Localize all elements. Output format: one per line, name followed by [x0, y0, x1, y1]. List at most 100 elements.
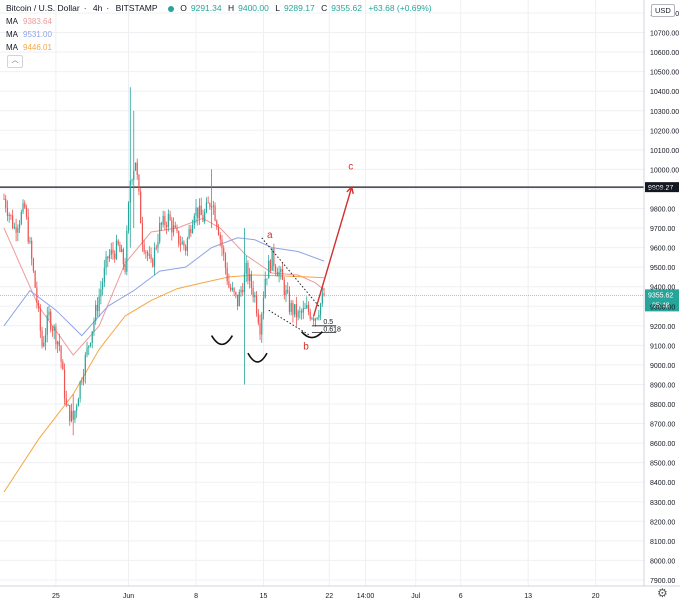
horizontal-line[interactable]: 9909.27 [0, 182, 679, 193]
candle-body [27, 216, 29, 242]
candle-body [3, 198, 5, 200]
symbol-name[interactable]: Bitcoin / U.S. Dollar [6, 3, 80, 13]
candle-body [43, 342, 45, 347]
candle-body [159, 222, 161, 242]
price-tick-label: 8000.00 [650, 558, 675, 565]
wave-label: a [267, 230, 273, 241]
candle-body [124, 264, 126, 272]
candle-body [44, 334, 47, 343]
ma-legend-2[interactable]: MA 9531.00 [6, 30, 52, 39]
candle-body [269, 260, 272, 271]
candle-body [65, 398, 67, 406]
price-tick-label: 8800.00 [650, 402, 675, 409]
candle-body [102, 282, 104, 290]
candle-body [155, 247, 157, 249]
ma-legend-3[interactable]: MA 9446.01 [6, 43, 52, 52]
price-tick-label: 10200.00 [650, 128, 679, 135]
last-price-label: 9355.62 [648, 292, 673, 299]
candle-body [249, 274, 251, 281]
ma-line [3, 217, 325, 356]
candle-body [290, 302, 292, 312]
ma-name: MA [6, 43, 18, 52]
market-status-icon [167, 5, 174, 12]
currency-label[interactable]: USD [651, 4, 675, 17]
candle-body [275, 266, 277, 272]
candle-body [138, 174, 140, 192]
candle-body [105, 256, 107, 268]
candle-body [62, 361, 64, 370]
candle-body [18, 223, 21, 229]
annotations[interactable]: 0.50.618 a b c [210, 161, 354, 363]
candle-body [96, 304, 99, 311]
wave-label: c [348, 161, 353, 172]
candle-body [150, 254, 152, 260]
ma-value: 9531.00 [23, 30, 52, 39]
time-tick-label: 25 [52, 593, 60, 600]
arrow-head-icon [346, 185, 354, 194]
price-tick-label: 8100.00 [650, 539, 675, 546]
price-tick-label: 9500.00 [650, 265, 675, 272]
candle-body [297, 311, 299, 318]
gear-icon[interactable]: ⚙ [657, 586, 668, 600]
fib-level-label: 0.618 [323, 327, 341, 334]
candle-body [126, 230, 128, 272]
price-tick-label: 9000.00 [650, 363, 675, 370]
candle-body [29, 240, 31, 242]
candle-body [32, 258, 35, 271]
pattern-arc[interactable] [247, 352, 268, 363]
candle-body [31, 240, 33, 259]
price-tick-label: 10100.00 [650, 148, 679, 155]
ma-legend-1[interactable]: MA 9383.64 [6, 17, 52, 26]
candle-body [82, 375, 85, 382]
candle-body [283, 279, 285, 296]
candle-body [228, 281, 230, 288]
candle-body [55, 326, 57, 345]
chart-legend-header: Bitcoin / U.S. Dollar · 4h · BITSTAMP O 929… [6, 3, 432, 13]
candle-body [103, 267, 105, 283]
collapse-legend-button[interactable]: ︿ [7, 55, 23, 68]
pattern-arc[interactable] [300, 331, 323, 339]
candle-body [60, 346, 62, 362]
candle-body [240, 289, 242, 293]
candle-body [63, 369, 66, 399]
candle-body [302, 308, 304, 313]
candle-body [25, 207, 28, 217]
candle-body [6, 208, 9, 216]
projection-arrow-line[interactable] [312, 186, 353, 317]
candle-body [24, 203, 26, 208]
trend-dotted-line[interactable] [268, 309, 311, 337]
candle-body [171, 220, 173, 233]
price-tick-label: 8200.00 [650, 519, 675, 526]
price-tick-label: 8500.00 [650, 461, 675, 468]
candle-body [77, 399, 79, 407]
candle-body [219, 234, 221, 240]
candle-body [242, 289, 244, 293]
time-tick-label: 8 [194, 593, 198, 600]
price-tick-label: 9100.00 [650, 343, 675, 350]
candle-body [164, 216, 166, 226]
trend-dotted-line[interactable] [261, 237, 320, 307]
close-label: C [321, 3, 328, 13]
candle-body [162, 216, 164, 225]
candle-body [316, 317, 318, 319]
candle-body [100, 289, 102, 297]
candle-body [131, 179, 133, 181]
price-tick-label: 10700.00 [650, 31, 679, 38]
candle-body [231, 288, 233, 290]
interval[interactable]: 4h [92, 3, 103, 13]
candle-body [114, 253, 116, 259]
candle-body [70, 410, 73, 422]
candle-body [202, 215, 204, 222]
candle-body [281, 269, 284, 280]
candle-body [122, 249, 124, 265]
ma-name: MA [6, 17, 18, 26]
candle-body [214, 205, 216, 221]
candle-body [280, 269, 282, 272]
candle-body [212, 205, 214, 207]
price-tick-label: 8600.00 [650, 441, 675, 448]
candle-body [221, 239, 223, 249]
pattern-arc[interactable] [210, 335, 234, 346]
candle-body [48, 311, 50, 316]
candle-body [115, 240, 118, 259]
